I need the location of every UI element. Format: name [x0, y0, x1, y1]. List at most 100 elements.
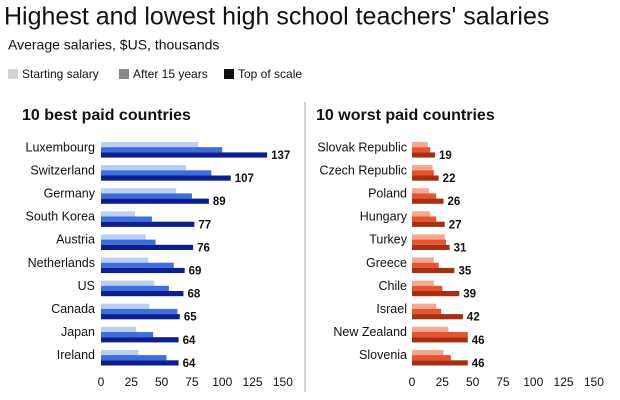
bar [412, 198, 444, 204]
bar [101, 291, 184, 297]
bar [101, 221, 195, 227]
legend-label: Top of scale [238, 67, 302, 81]
bar [101, 211, 135, 217]
bar [101, 267, 185, 274]
bar [412, 303, 437, 309]
bar [412, 239, 446, 245]
category-label: Poland [368, 186, 407, 200]
category-label: Greece [366, 256, 407, 270]
value-label: 107 [235, 173, 254, 185]
bar [412, 360, 468, 366]
bar [412, 188, 429, 194]
value-label: 39 [463, 289, 476, 301]
value-label: 27 [449, 219, 462, 231]
bar [101, 165, 186, 171]
value-label: 77 [198, 219, 211, 231]
x-tick-label: 75 [185, 375, 199, 389]
bar [412, 326, 449, 332]
bar [412, 221, 445, 227]
panel-title: 10 worst paid countries [316, 107, 495, 124]
value-label: 69 [189, 266, 202, 278]
x-tick-label: 150 [584, 375, 604, 389]
bar [101, 314, 180, 320]
bar [412, 147, 431, 153]
value-label: 22 [443, 173, 456, 185]
x-tick-label: 50 [155, 375, 169, 389]
value-label: 137 [271, 150, 290, 162]
category-label: Austria [56, 233, 95, 247]
bar [412, 211, 431, 217]
bar [101, 244, 194, 250]
bar [101, 152, 268, 158]
bar [101, 234, 146, 240]
page-title: Highest and lowest high school teachers'… [4, 3, 549, 31]
category-label: Ireland [57, 348, 95, 362]
bar [101, 147, 223, 153]
category-label: Slovak Republic [317, 140, 407, 154]
bar [101, 280, 155, 286]
bar [101, 175, 231, 181]
bar [101, 285, 169, 291]
x-tick-label: 0 [98, 375, 105, 389]
bar [412, 142, 428, 148]
category-label: South Korea [26, 210, 96, 224]
value-label: 31 [454, 242, 467, 254]
bar [412, 291, 460, 297]
category-label: Switzerland [30, 163, 95, 177]
bar [101, 332, 154, 338]
bar [101, 360, 179, 366]
value-label: 46 [472, 335, 485, 347]
category-label: Germany [44, 186, 96, 200]
bar [412, 216, 437, 222]
x-tick-label: 0 [409, 375, 416, 389]
value-label: 65 [184, 312, 197, 324]
bar [412, 193, 437, 199]
value-label: 35 [458, 266, 471, 278]
x-tick-label: 50 [466, 375, 480, 389]
bar [101, 257, 149, 263]
x-tick-label: 100 [523, 375, 543, 389]
bar [101, 308, 178, 315]
bar [412, 234, 445, 240]
x-tick-label: 100 [212, 375, 232, 389]
legend-swatch [8, 69, 18, 79]
bar [412, 314, 463, 320]
value-label: 64 [183, 335, 196, 347]
value-label: 19 [439, 150, 452, 162]
bar [412, 308, 442, 315]
value-label: 68 [187, 289, 200, 301]
x-tick-label: 25 [125, 375, 139, 389]
bar [412, 337, 468, 343]
value-label: 42 [467, 312, 480, 324]
bar [101, 355, 167, 361]
category-label: Israel [376, 302, 407, 316]
panel-title: 10 best paid countries [22, 107, 191, 124]
bar [101, 170, 212, 176]
bar [101, 337, 179, 343]
category-label: Netherlands [28, 256, 95, 270]
bar [412, 170, 434, 176]
legend-swatch [224, 69, 234, 79]
bar [101, 188, 177, 194]
bar [101, 326, 137, 332]
category-label: Hungary [360, 210, 408, 224]
category-label: Czech Republic [319, 163, 407, 177]
value-label: 26 [448, 196, 461, 208]
bar [101, 198, 209, 204]
legend-label: After 15 years [133, 67, 208, 81]
category-label: Slovenia [359, 348, 407, 362]
x-tick-label: 150 [273, 375, 293, 389]
bar [101, 349, 139, 356]
bar [412, 257, 434, 263]
bar [412, 244, 450, 250]
bar [101, 193, 192, 199]
value-label: 64 [183, 358, 196, 370]
x-tick-label: 125 [243, 375, 263, 389]
bar [412, 262, 439, 268]
bar [101, 239, 156, 245]
category-label: US [78, 279, 95, 293]
value-label: 89 [213, 196, 226, 208]
bar [412, 175, 439, 181]
bar [101, 216, 152, 222]
